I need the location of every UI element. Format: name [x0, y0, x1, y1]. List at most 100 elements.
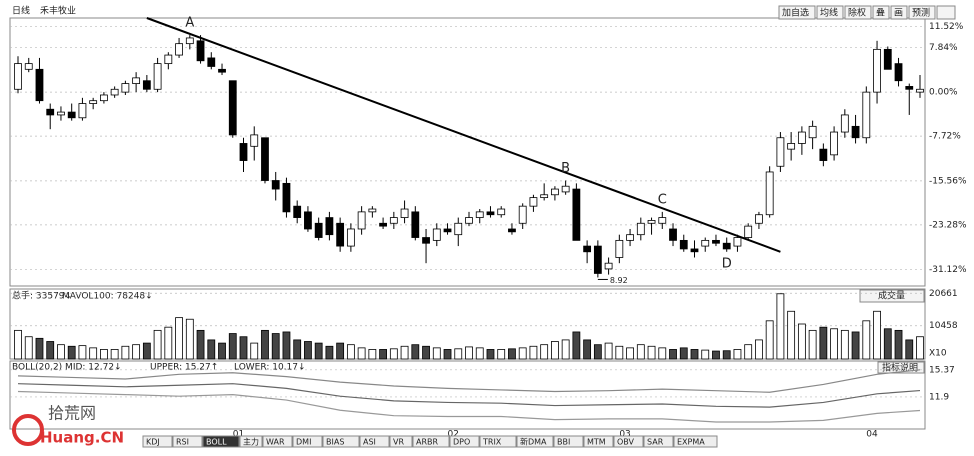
toolbar-arrows[interactable]	[936, 5, 956, 20]
volume-bar	[604, 342, 613, 360]
volume-bar	[883, 328, 892, 360]
toolbar-button[interactable]	[872, 5, 890, 20]
volume-bar	[443, 349, 452, 360]
candle-body	[67, 111, 76, 119]
tab-label: KDJ	[146, 438, 160, 447]
candle-body	[14, 63, 22, 90]
y-tick-label: 7.84%	[929, 43, 958, 53]
stock-name: 禾丰牧业	[40, 5, 76, 17]
tab-label: EXPMA	[677, 438, 705, 447]
boll-label: LOWER: 10.17↓	[234, 363, 306, 373]
candle-body	[164, 54, 173, 65]
tab[interactable]	[142, 435, 173, 448]
volume-bar	[873, 310, 881, 360]
candle-body	[636, 222, 645, 236]
volume-bar	[518, 347, 527, 360]
tab[interactable]	[643, 435, 674, 448]
tab[interactable]	[389, 435, 413, 448]
candle-body	[46, 108, 55, 116]
candle-body	[873, 48, 881, 93]
volume-bar	[851, 331, 860, 360]
candle-body	[679, 239, 688, 250]
volume-bar	[787, 310, 796, 360]
tab-label: BIAS	[326, 438, 344, 447]
candle-body	[35, 68, 44, 102]
candle-body	[658, 217, 667, 224]
tab[interactable]	[553, 435, 584, 448]
volume-bar	[293, 339, 302, 360]
toolbar-button[interactable]	[844, 5, 872, 20]
candle-body	[862, 91, 871, 139]
volume-bar	[185, 318, 194, 360]
volume-bar	[905, 339, 914, 360]
x-tick-label: 04	[866, 430, 878, 440]
tab[interactable]	[613, 435, 644, 448]
volume-bar	[572, 331, 581, 360]
candle-body	[701, 239, 710, 247]
candle-body	[830, 131, 838, 156]
candle-body	[894, 63, 903, 82]
volume-bar	[465, 346, 473, 360]
x-tick-label: 01	[233, 430, 244, 440]
volume-bar	[593, 344, 602, 360]
tab[interactable]	[292, 435, 323, 448]
volume-bar	[454, 348, 463, 360]
tab-label: BOLL	[206, 438, 227, 447]
y-tick-label: 15.37	[929, 365, 955, 375]
tab[interactable]	[262, 435, 293, 448]
volume-bar	[164, 326, 173, 360]
tab[interactable]	[239, 435, 263, 448]
period: 日线	[12, 5, 30, 17]
volume-bar	[561, 339, 570, 360]
tab[interactable]	[172, 435, 203, 448]
volume-bar	[647, 345, 656, 360]
volume-bar	[110, 349, 119, 360]
candle-body	[422, 237, 430, 244]
volume-bar	[830, 328, 838, 360]
boll-label: BOLL(20,2) MID: 12.72↓	[12, 363, 122, 373]
candle-body	[905, 86, 914, 90]
volume-bar	[400, 345, 409, 360]
candle-body	[250, 134, 259, 147]
candle-body	[228, 80, 237, 136]
volume-bar	[57, 344, 65, 360]
candle-body	[132, 77, 141, 84]
candle-body	[346, 228, 355, 247]
volume-bar	[89, 347, 98, 360]
low-label: 8.92	[610, 276, 628, 285]
y-tick-label: 10458	[929, 321, 958, 331]
indicator-button[interactable]	[877, 361, 925, 374]
annotation: A	[185, 16, 194, 31]
volume-bar	[153, 329, 162, 360]
toolbar-button[interactable]	[778, 5, 816, 20]
volume-bar	[636, 344, 645, 360]
volume-bar	[411, 344, 420, 360]
volume-label: MAVOL100: 78248↓	[62, 292, 153, 302]
toolbar-button[interactable]	[890, 5, 908, 20]
candle-body	[583, 245, 592, 253]
volume-bar	[379, 349, 387, 360]
toolbar-button[interactable]	[908, 5, 936, 20]
candle-body	[561, 185, 570, 193]
tab[interactable]	[202, 435, 240, 448]
volume-bar	[497, 349, 506, 360]
annotation: B	[561, 161, 570, 176]
candle-body	[840, 114, 849, 133]
candle-body	[593, 245, 602, 274]
volume-bar	[712, 350, 720, 360]
tab[interactable]	[583, 435, 614, 448]
toolbar-button[interactable]	[816, 5, 844, 20]
tab[interactable]	[359, 435, 390, 448]
volume-label: 总手: 33579↓	[12, 290, 72, 302]
candle-body	[765, 171, 774, 216]
candle-body	[669, 228, 677, 241]
tab[interactable]	[322, 435, 360, 448]
tab[interactable]	[449, 435, 480, 448]
candle-body	[261, 137, 269, 181]
tab[interactable]	[516, 435, 554, 448]
volume-bar	[78, 345, 87, 360]
tab[interactable]	[673, 435, 718, 448]
volume-bar	[282, 331, 291, 360]
tab[interactable]	[412, 435, 450, 448]
tab[interactable]	[479, 435, 517, 448]
